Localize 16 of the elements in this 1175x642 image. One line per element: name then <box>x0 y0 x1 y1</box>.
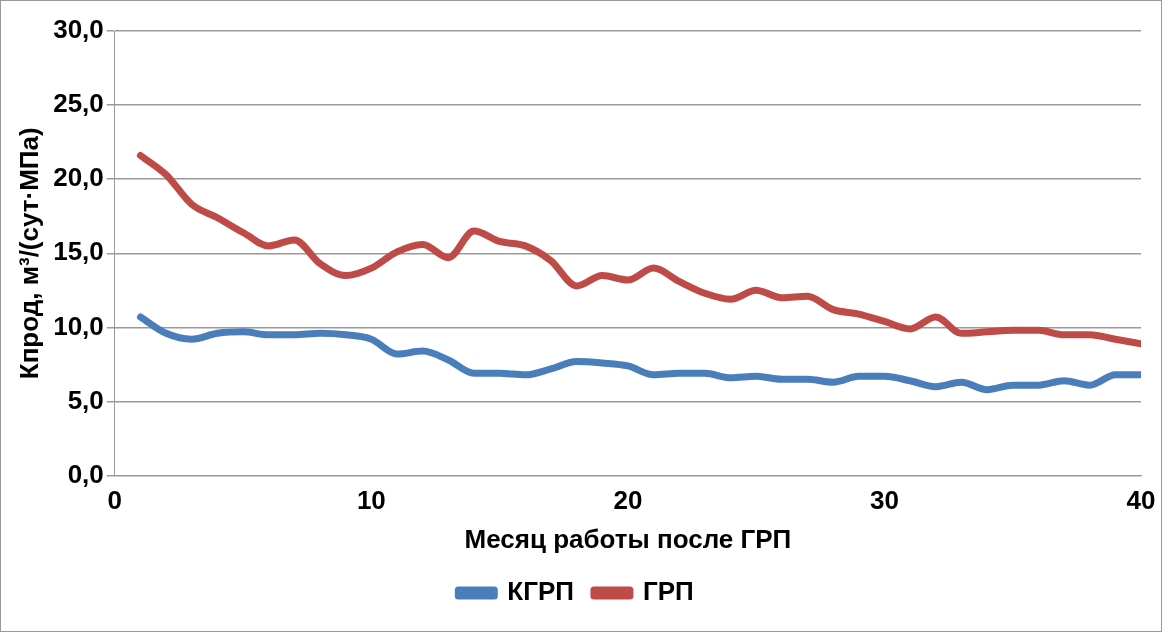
y-tick-label: 10,0 <box>53 310 104 341</box>
y-tick-label: 5,0 <box>67 384 104 415</box>
y-tick-label: 20,0 <box>53 162 104 193</box>
x-axis-title: Месяц работы после ГРП <box>464 523 792 554</box>
x-tick-label: 30 <box>869 485 899 516</box>
x-tick-label: 10 <box>356 485 386 516</box>
y-axis-title: Кпрод, м³/(сут·МПа) <box>13 127 44 380</box>
x-tick-label: 20 <box>613 485 643 516</box>
y-tick-label: 25,0 <box>53 88 104 119</box>
legend-label: ГРП <box>642 576 694 607</box>
y-tick-label: 0,0 <box>67 458 104 489</box>
y-tick-label: 15,0 <box>53 236 104 267</box>
y-tick-label: 30,0 <box>53 14 104 45</box>
x-tick-label: 0 <box>107 485 123 516</box>
x-tick-label: 40 <box>1126 485 1156 516</box>
legend-label: КГРП <box>507 576 574 607</box>
